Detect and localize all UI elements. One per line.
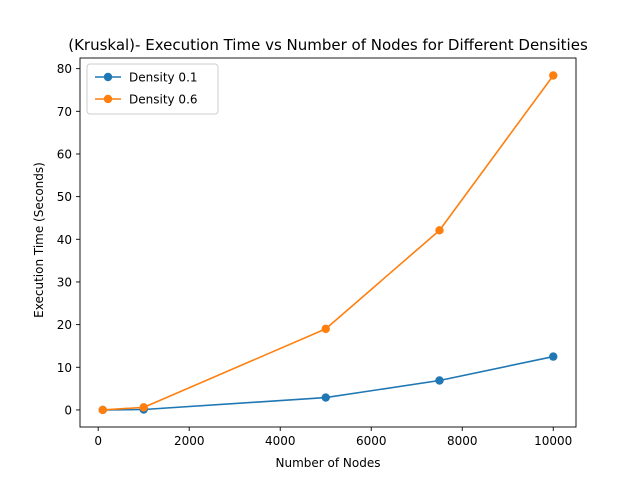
series-2 xyxy=(98,71,558,415)
y-tick-label: 10 xyxy=(57,361,72,375)
y-tick-label: 70 xyxy=(57,105,72,119)
y-tick-label: 30 xyxy=(57,275,72,289)
data-point xyxy=(435,376,444,385)
data-point xyxy=(435,226,444,235)
x-tick-label: 2000 xyxy=(174,434,205,448)
legend-label: Density 0.6 xyxy=(129,93,198,107)
y-tick-label: 50 xyxy=(57,190,72,204)
y-axis-label: Execution Time (Seconds) xyxy=(32,162,46,318)
x-tick-label: 6000 xyxy=(356,434,387,448)
x-axis-label: Number of Nodes xyxy=(276,456,381,470)
legend-label: Density 0.1 xyxy=(129,71,198,85)
y-tick-label: 20 xyxy=(57,318,72,332)
data-point xyxy=(98,405,107,415)
legend-marker xyxy=(103,72,113,82)
x-tick-label: 8000 xyxy=(447,434,478,448)
axes-frame xyxy=(79,57,577,428)
legend: Density 0.1 Density 0.6 xyxy=(86,63,219,115)
data-point xyxy=(549,71,558,80)
y-tick-label: 60 xyxy=(57,147,72,161)
chart-title: (Kruskal)- Execution Time vs Number of N… xyxy=(68,36,588,54)
data-point xyxy=(549,352,558,361)
y-tick-label: 80 xyxy=(57,62,72,76)
x-tick-label: 4000 xyxy=(265,434,296,448)
y-tick-label: 0 xyxy=(64,403,72,417)
data-point xyxy=(321,324,330,334)
y-tick-label: 40 xyxy=(57,233,72,247)
legend-marker xyxy=(103,94,113,104)
plot-area: 0 2000 4000 6000 8000 10000 0 10 20 30 40 50 60 70 80 xyxy=(57,57,577,448)
x-tick-label: 10000 xyxy=(534,434,572,448)
x-tick-label: 0 xyxy=(94,434,102,448)
data-point xyxy=(321,393,330,402)
data-point xyxy=(139,403,148,412)
